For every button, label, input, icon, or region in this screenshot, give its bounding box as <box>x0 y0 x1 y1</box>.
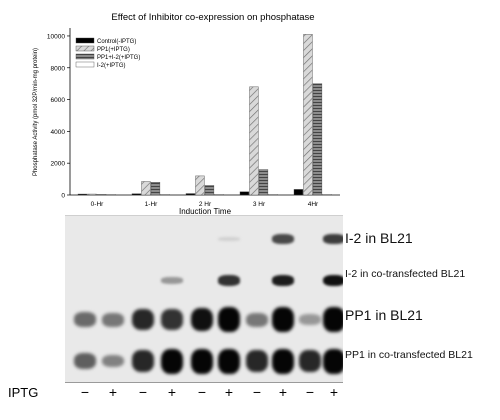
iptg-row: IPTG − + − + − + − + − + <box>0 384 500 405</box>
bar <box>268 194 278 196</box>
blot-band <box>161 348 183 374</box>
legend-label: I-2(+IPTG) <box>97 63 126 69</box>
x-tick-label: 0-Hr <box>91 201 104 208</box>
blot-band <box>191 348 213 374</box>
blot-band <box>323 307 343 332</box>
western-blot-panels <box>65 215 343 383</box>
blot-band <box>323 274 343 287</box>
bar <box>322 194 332 196</box>
y-tick-label: 2000 <box>51 161 66 168</box>
blot-label: PP1 in co-transfected BL21 <box>345 349 473 361</box>
x-tick-label: 4Hr <box>308 201 319 208</box>
iptg-lane-sign: + <box>108 384 118 400</box>
blot-band <box>161 277 183 284</box>
blot-label: PP1 in BL21 <box>345 307 423 323</box>
y-tick-label: 8000 <box>51 65 66 72</box>
blot-band <box>161 309 183 330</box>
blot-band <box>299 350 321 372</box>
iptg-lane-sign: − <box>80 384 90 400</box>
bar <box>141 181 151 196</box>
bar <box>96 194 107 196</box>
iptg-lane-sign: + <box>224 384 234 400</box>
bar <box>131 193 142 196</box>
iptg-lane-sign: − <box>197 384 207 400</box>
blot-band <box>132 350 154 372</box>
legend-swatch <box>75 61 95 68</box>
blot-panel <box>65 258 343 300</box>
blot-panel <box>65 299 343 341</box>
blot-band <box>272 348 294 374</box>
y-tick-label: 6000 <box>51 97 66 104</box>
blot-band <box>323 234 343 244</box>
iptg-lane-sign: − <box>305 384 315 400</box>
blot-label: I-2 in BL21 <box>345 230 413 246</box>
blot-label: I-2 in co-transfected BL21 <box>345 268 466 280</box>
iptg-lane-sign: + <box>329 384 339 400</box>
bar <box>77 193 88 196</box>
blot-band <box>218 307 240 332</box>
y-tick-label: 10000 <box>47 33 65 40</box>
blot-band <box>246 350 268 372</box>
y-axis-label: Phosphatase Activity (pmol 32P/min-mg pr… <box>33 48 39 176</box>
legend-swatch <box>75 37 95 44</box>
chart-legend: Control(-IPTG) PP1(+IPTG) PP1+I-2(+IPTG) I-… <box>75 37 140 69</box>
bar <box>195 175 205 196</box>
iptg-lane-sign: + <box>167 384 177 400</box>
blot-band <box>272 307 294 332</box>
bar <box>239 191 250 196</box>
bar <box>204 185 215 196</box>
bar <box>150 182 161 196</box>
blot-band <box>272 274 294 287</box>
chart-title: Effect of Inhibitor co-expression on pho… <box>111 12 314 23</box>
y-tick-label: 4000 <box>51 129 66 136</box>
blot-band <box>323 348 343 374</box>
x-tick-label: 2 Hr <box>199 201 212 208</box>
bar <box>106 194 116 196</box>
bar <box>185 193 196 196</box>
legend-label: Control(-IPTG) <box>97 39 136 45</box>
blot-panel <box>65 216 343 259</box>
x-tick-label: 1-Hr <box>145 201 158 208</box>
bar <box>214 194 224 196</box>
legend-swatch <box>75 53 95 60</box>
bar <box>160 194 170 196</box>
bar <box>303 34 313 196</box>
legend-label: PP1+I-2(+IPTG) <box>97 55 140 61</box>
bar <box>312 83 323 196</box>
blot-band <box>272 234 294 244</box>
bar <box>87 193 97 196</box>
blot-band <box>218 275 240 286</box>
blot-band <box>246 312 268 327</box>
bar <box>258 169 269 196</box>
x-tick-label: 3 Hr <box>253 201 266 208</box>
blot-band <box>74 311 96 328</box>
iptg-lane-sign: − <box>252 384 262 400</box>
bar <box>249 86 259 196</box>
blot-band <box>218 348 240 374</box>
phosphatase-bar-chart: Effect of Inhibitor co-expression on pho… <box>33 12 340 215</box>
iptg-lane-sign: + <box>278 384 288 400</box>
blot-band <box>191 307 213 332</box>
iptg-label: IPTG <box>8 385 39 400</box>
blot-band <box>74 352 96 370</box>
blot-panel <box>65 340 343 383</box>
plot-area: 0 2000 4000 6000 8000 10000 0-Hr 1-Hr 2 Hr 3 Hr 4H… <box>47 28 340 208</box>
iptg-lane-sign: − <box>138 384 148 400</box>
blot-band <box>102 354 124 368</box>
blot-band <box>299 314 321 325</box>
legend-swatch <box>75 45 95 52</box>
blot-band <box>218 237 240 241</box>
bar <box>293 189 304 196</box>
legend-label: PP1(+IPTG) <box>97 47 130 53</box>
x-axis-label: Induction Time <box>179 207 232 215</box>
y-tick-label: 0 <box>61 193 65 200</box>
blot-band <box>132 308 154 331</box>
blot-band <box>102 312 124 327</box>
